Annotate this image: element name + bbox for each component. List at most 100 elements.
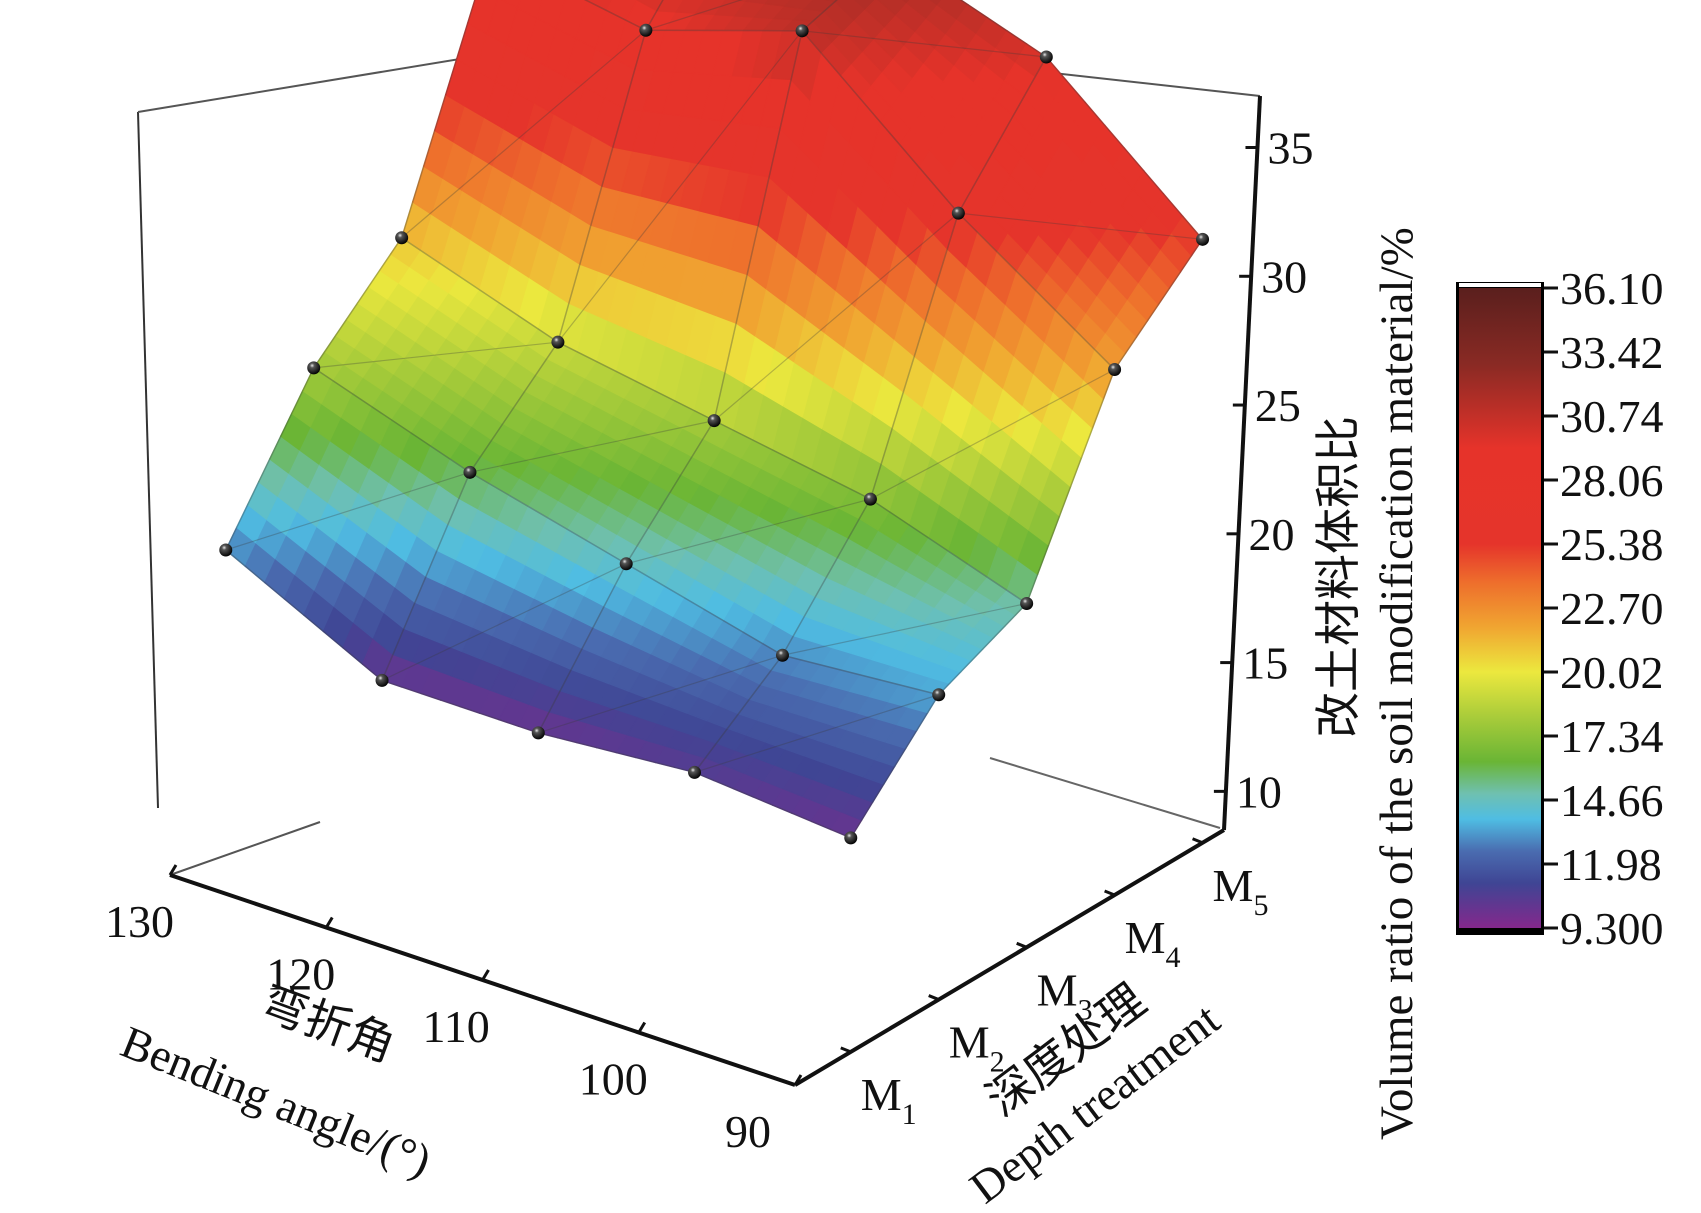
mesh-line — [537, 563, 627, 734]
colorbar-label: 33.42 — [1560, 327, 1664, 378]
data-point-M2-110 — [619, 557, 633, 571]
data-point-M3-100 — [863, 492, 877, 506]
mesh-diagonal — [713, 212, 959, 422]
mesh-diagonal — [870, 368, 1115, 500]
mesh-line — [1025, 369, 1116, 604]
x-axis-title: 弯折角 Bending angle/(°) — [114, 976, 438, 1186]
mesh-line — [469, 471, 627, 565]
mesh-line — [801, 0, 838, 32]
colorbar-label: 36.10 — [1560, 263, 1664, 314]
x-tick-label: 130 — [105, 896, 174, 947]
y-tick-label-sub: 5 — [1253, 889, 1268, 922]
z-axis-title-cn: 改土材料体积比 — [1313, 416, 1364, 738]
data-point-M1-110 — [531, 726, 545, 740]
mesh-line — [625, 563, 783, 656]
x-tick-label: 90 — [725, 1106, 771, 1157]
surface-patch — [466, 0, 499, 35]
mesh-line — [381, 472, 471, 681]
mesh-line — [313, 367, 471, 473]
mesh-diagonal — [225, 471, 471, 551]
mesh-line — [693, 654, 784, 773]
box-floor-left-edge — [169, 821, 321, 876]
x-tick-label: 100 — [579, 1054, 648, 1105]
mesh-line — [959, 0, 1047, 58]
colorbar — [1456, 282, 1544, 935]
mesh-line — [645, 0, 664, 31]
x-tick-mark — [481, 969, 490, 981]
z-axis-title-en: Volume ratio of the soil modification ma… — [1371, 227, 1423, 1140]
x-tick-mark — [324, 916, 334, 929]
surface-mesh — [225, 0, 1204, 839]
data-point-M2-100 — [775, 648, 789, 662]
surface-patch — [824, 0, 838, 3]
mesh-line — [557, 30, 647, 343]
z-tick-label: 25 — [1255, 380, 1301, 431]
surface-patch — [694, 0, 727, 16]
mesh-diagonal — [557, 30, 803, 343]
x-tick-mark — [637, 1021, 647, 1034]
colorbar-label: 11.98 — [1560, 839, 1662, 890]
data-point-M3-110 — [707, 414, 721, 428]
colorbar-label: 30.74 — [1560, 391, 1664, 442]
y-axis-title: 深度处理 Depth treatment — [960, 975, 1229, 1213]
mesh-diagonal — [626, 498, 871, 565]
x-tick-mark — [168, 864, 178, 876]
mesh-line — [957, 212, 1116, 371]
y-tick-label-base: M — [949, 1017, 990, 1068]
mesh-line — [1113, 238, 1204, 370]
mesh-line — [850, 694, 940, 839]
colorbar-label: 14.66 — [1560, 775, 1664, 826]
x-axis-ticks: 130 120 110 100 90 — [105, 864, 803, 1157]
mesh-line — [313, 237, 403, 369]
y-tick-label: M2 — [949, 1017, 1005, 1079]
colorbar-top-cap — [1459, 283, 1541, 287]
y-tick-mark — [928, 994, 940, 1001]
colorbar-label: 25.38 — [1560, 519, 1664, 570]
mesh-diagonal — [538, 654, 783, 734]
y-axis-line — [793, 828, 1226, 1087]
x-tick-label: 120 — [266, 949, 335, 1000]
mesh-line — [381, 679, 539, 734]
z-tick-label: 30 — [1261, 251, 1307, 302]
data-point-M1-130 — [219, 543, 233, 557]
mesh-line — [1045, 56, 1204, 240]
z-tick-label: 35 — [1267, 123, 1313, 174]
box-back-left-vertical — [137, 111, 159, 809]
mesh-diagonal — [381, 563, 627, 681]
mesh-line — [694, 771, 852, 839]
z-axis-title: 改土材料体积比 Volume ratio of the soil modific… — [1313, 227, 1423, 1140]
data-point-M5-100 — [1039, 50, 1053, 64]
y-tick-label-sub: 1 — [902, 1098, 917, 1131]
mesh-line — [938, 603, 1028, 696]
mesh-line — [469, 341, 559, 473]
mesh-line — [781, 498, 872, 656]
colorbar-label: 22.70 — [1560, 583, 1664, 634]
mesh-line — [625, 420, 715, 565]
colorbar-label: 9.300 — [1560, 903, 1664, 954]
x-tick-label: 110 — [423, 1001, 490, 1052]
data-point-M3-130 — [395, 231, 409, 245]
mesh-line — [869, 498, 1028, 605]
y-tick-mark — [1104, 889, 1116, 897]
surface-patch — [636, 0, 664, 12]
data-point-M5-90 — [1196, 232, 1210, 246]
mesh-diagonal — [313, 341, 558, 369]
surface-patch — [731, 0, 748, 2]
y-tick-label: M3 — [1037, 964, 1093, 1026]
colorbar-label: 28.06 — [1560, 455, 1664, 506]
mesh-diagonal — [958, 212, 1203, 240]
surface-patch — [929, 0, 943, 6]
y-tick-label-sub: 2 — [990, 1046, 1005, 1079]
surface-patch — [764, 0, 792, 7]
surface-patch — [854, 0, 877, 11]
mesh-diagonal — [694, 694, 939, 773]
mesh-diagonal — [802, 30, 1047, 58]
mesh-line — [782, 654, 939, 696]
z-axis-ticks: 10 15 20 25 30 35 — [1213, 123, 1313, 817]
data-point-M1-90 — [844, 831, 858, 845]
data-points — [219, 23, 1210, 845]
mesh-diagonal — [401, 29, 647, 239]
y-tick-mark — [1016, 941, 1028, 949]
z-tick-label: 10 — [1236, 766, 1282, 817]
y-tick-label-sub: 4 — [1166, 941, 1181, 974]
